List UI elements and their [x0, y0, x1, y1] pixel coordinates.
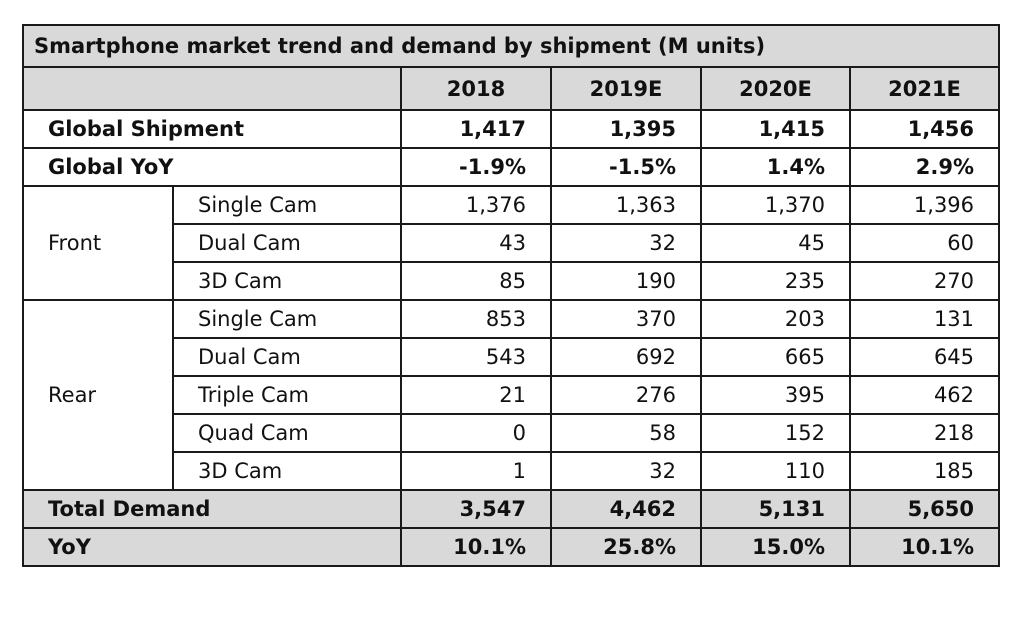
table-cell: 665: [700, 337, 851, 377]
column-header-row: 2018 2019E 2020E 2021E: [22, 66, 1001, 111]
column-header: 2020E: [700, 66, 851, 111]
row-label: Global Shipment: [22, 109, 402, 149]
table-cell: 1,456: [848, 109, 1001, 149]
row-label: YoY: [22, 527, 402, 567]
row-label: Global YoY: [22, 147, 402, 187]
row-label: Single Cam: [172, 299, 402, 339]
table-cell: 1,417: [400, 109, 552, 149]
table-cell: 203: [700, 299, 851, 339]
table-cell: 1,370: [700, 185, 851, 225]
table-row: Global Shipment 1,417 1,395 1,415 1,456: [22, 109, 1001, 149]
table-cell: 1,363: [550, 185, 702, 225]
table-cell: 1,376: [400, 185, 552, 225]
table-cell: 85: [400, 261, 552, 301]
table-cell: 235: [700, 261, 851, 301]
table-cell: 190: [550, 261, 702, 301]
table-cell: 110: [700, 451, 851, 491]
row-label: Triple Cam: [172, 375, 402, 415]
row-label: Dual Cam: [172, 337, 402, 377]
table-row: Total Demand 3,547 4,462 5,131 5,650: [22, 489, 1001, 529]
table-cell: 1,395: [550, 109, 702, 149]
table-cell: 131: [848, 299, 1001, 339]
group-label-front: Front: [22, 185, 174, 301]
table-cell: 25.8%: [550, 527, 702, 567]
row-label: Quad Cam: [172, 413, 402, 453]
table-cell: 3,547: [400, 489, 552, 529]
column-header: 2019E: [550, 66, 702, 111]
row-label: Single Cam: [172, 185, 402, 225]
table-row: Rear Single Cam 853 370 203 131: [22, 299, 1001, 491]
group-label-rear: Rear: [22, 299, 174, 491]
table-cell: 10.1%: [848, 527, 1001, 567]
table-cell: 692: [550, 337, 702, 377]
row-label: Total Demand: [22, 489, 402, 529]
table-cell: 5,650: [848, 489, 1001, 529]
table-cell: 270: [848, 261, 1001, 301]
column-header: 2021E: [848, 66, 1001, 111]
market-table: Smartphone market trend and demand by sh…: [21, 24, 1001, 567]
table-cell: 1.4%: [700, 147, 851, 187]
table-row: Triple Cam 21 276 395 462: [23, 375, 1001, 415]
table-title: Smartphone market trend and demand by sh…: [21, 24, 1001, 68]
table-cell: 1: [400, 451, 552, 491]
table-cell: 15.0%: [700, 527, 851, 567]
table-row: YoY 10.1% 25.8% 15.0% 10.1%: [22, 527, 1001, 567]
table-cell: 10.1%: [400, 527, 552, 567]
table-cell: 2.9%: [848, 147, 1001, 187]
table-row: Dual Cam 43 32 45 60: [23, 223, 1001, 263]
table-cell: 853: [400, 299, 552, 339]
table-cell: -1.5%: [550, 147, 702, 187]
table-cell: 21: [400, 375, 552, 415]
table-cell: 462: [848, 375, 1001, 415]
table-cell: 60: [848, 223, 1001, 263]
table-row: Front Single Cam 1,376 1,363 1,370 1,396: [22, 185, 1001, 301]
table-cell: -1.9%: [400, 147, 552, 187]
table-cell: 152: [700, 413, 851, 453]
table-title-row: Smartphone market trend and demand by sh…: [21, 24, 1001, 68]
table-cell: 58: [550, 413, 702, 453]
table-cell: 1,396: [848, 185, 1001, 225]
table-row: 3D Cam 85 190 235 270: [23, 261, 1001, 301]
table-cell: 5,131: [700, 489, 851, 529]
table-row: Global YoY -1.9% -1.5% 1.4% 2.9%: [22, 147, 1001, 187]
row-label: Dual Cam: [172, 223, 402, 263]
table-cell: 543: [400, 337, 552, 377]
table-cell: 218: [848, 413, 1001, 453]
column-header: 2018: [400, 66, 552, 111]
row-label: 3D Cam: [172, 261, 402, 301]
table-row: 3D Cam 1 32 110 185: [23, 451, 1001, 491]
table-cell: 1,415: [700, 109, 851, 149]
table-cell: 395: [700, 375, 851, 415]
table-cell: 45: [700, 223, 851, 263]
table-cell: 32: [550, 451, 702, 491]
table-cell: 370: [550, 299, 702, 339]
table-cell: 4,462: [550, 489, 702, 529]
table-cell: 185: [848, 451, 1001, 491]
header-corner: [22, 66, 402, 111]
table-cell: 32: [550, 223, 702, 263]
table-cell: 645: [848, 337, 1001, 377]
table-cell: 43: [400, 223, 552, 263]
table-cell: 276: [550, 375, 702, 415]
row-label: 3D Cam: [172, 451, 402, 491]
table-cell: 0: [400, 413, 552, 453]
table-row: Quad Cam 0 58 152 218: [23, 413, 1001, 453]
table-row: Dual Cam 543 692 665 645: [23, 337, 1001, 377]
